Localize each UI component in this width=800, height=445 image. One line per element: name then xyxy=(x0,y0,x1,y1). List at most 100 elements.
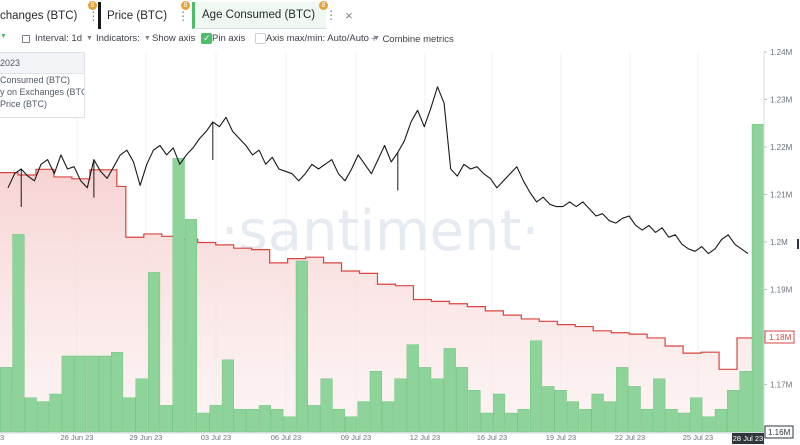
right-axis: 1.24M 1.23M 1.22M 1.21M 1.2M 1.19M 1.18M 1.17M 1… xyxy=(763,48,799,439)
age-consumed-bar xyxy=(480,412,493,433)
age-consumed-bar xyxy=(653,378,666,433)
close-icon[interactable]: × xyxy=(345,7,353,23)
age-consumed-bar xyxy=(665,409,678,433)
age-consumed-bar xyxy=(73,355,87,433)
combine-metrics-label: Combine metrics xyxy=(382,33,454,45)
y-highlight-badge xyxy=(764,330,795,344)
age-consumed-bar xyxy=(382,401,395,433)
axis-maxmin-dropdown[interactable]: Axis max/min: Auto/Auto ▼ xyxy=(266,33,380,44)
age-consumed-bar xyxy=(24,397,37,433)
age-consumed-bar xyxy=(234,409,247,433)
age-consumed-bar xyxy=(98,355,111,433)
combine-metrics-button[interactable]: + Combine metrics xyxy=(371,33,454,45)
age-consumed-bar xyxy=(184,218,198,433)
x-tick-label: 06 Jul 23 xyxy=(271,433,301,442)
age-consumed-bar xyxy=(628,386,641,433)
tooltip-date: 2023 xyxy=(0,53,84,74)
toolbar-leading-control[interactable]: ▼ xyxy=(0,33,7,40)
calendar-icon xyxy=(22,34,30,43)
metric-tabs: changes (BTC) ⋮ × 8 Price (BTC) ⋮ × 8 Ag… xyxy=(0,0,800,32)
tab-supply-label: changes (BTC) xyxy=(0,9,78,22)
age-consumed-bar xyxy=(246,409,259,433)
y-tick-label: 1.2M xyxy=(770,238,788,247)
more-options-icon[interactable]: ⋮ xyxy=(177,8,190,23)
interval-label: Interval: 1d xyxy=(35,33,82,44)
x-tick-label: 03 Jul 23 xyxy=(201,433,231,442)
x-tick-label: 3 xyxy=(0,433,4,442)
age-consumed-bar xyxy=(616,367,629,433)
watermark-layer: ·santiment· xyxy=(221,199,540,264)
age-consumed-bar xyxy=(751,123,764,433)
age-consumed-bar xyxy=(160,405,173,433)
age-consumed-bar xyxy=(197,412,210,433)
indicators-dropdown[interactable]: Indicators: ▼ xyxy=(96,33,151,44)
age-consumed-bar xyxy=(147,272,161,433)
age-consumed-bar xyxy=(603,401,616,433)
age-consumed-bar xyxy=(135,378,148,433)
x-tick-label: 29 Jun 23 xyxy=(130,433,163,442)
age-consumed-bars xyxy=(0,123,764,433)
pin-axis-checkbox[interactable] xyxy=(255,33,267,44)
age-consumed-bar xyxy=(640,409,653,433)
age-consumed-bar xyxy=(209,405,222,433)
x-tick-label: 22 Jul 23 xyxy=(615,433,645,442)
tooltip-legend: 2023 Consumed (BTC) y on Exchanges (BTC)… xyxy=(0,52,85,118)
age-consumed-bar xyxy=(677,412,690,433)
x-tick-label: 12 Jul 23 xyxy=(410,433,440,442)
age-consumed-bar xyxy=(394,378,407,433)
show-axis-checkbox[interactable]: ✓ xyxy=(201,33,213,44)
y-tick-label: 1.19M xyxy=(770,286,793,295)
age-consumed-bar xyxy=(419,367,432,433)
age-consumed-bar xyxy=(357,401,370,433)
more-options-icon[interactable]: ⋮ xyxy=(325,8,338,22)
y-bottom-label: 1.16M xyxy=(768,428,791,437)
y-highlight-label: 1.18M xyxy=(769,333,792,342)
tooltip-item-price: Price (BTC) xyxy=(0,99,47,109)
tab-supply-on-exchanges[interactable]: changes (BTC) ⋮ × 8 xyxy=(0,1,115,29)
age-consumed-bar xyxy=(123,397,136,433)
age-consumed-bar xyxy=(86,355,99,433)
age-consumed-bar xyxy=(283,416,296,433)
pin-axis-toggle[interactable]: Pin axis xyxy=(212,33,267,44)
y-tick-label: 1.24M xyxy=(770,48,793,57)
supply-line xyxy=(0,168,764,370)
age-consumed-bar xyxy=(0,367,13,433)
x-tick-label: 25 Jul 23 xyxy=(683,433,713,442)
age-consumed-bar xyxy=(221,359,235,433)
more-options-icon[interactable]: ⋮ xyxy=(87,8,100,23)
age-consumed-bar xyxy=(12,234,25,433)
age-consumed-bar xyxy=(258,405,272,433)
tab-age-consumed-label: Age Consumed (BTC) xyxy=(202,9,316,21)
tab-price[interactable]: Price (BTC) ⋮ × 8 xyxy=(98,1,205,29)
chart-toolbar: ▼ Interval: 1d ▼ Indicators: ▼ Show axis… xyxy=(0,31,800,47)
x-current-label: 28 Jul 23 xyxy=(733,434,763,443)
age-consumed-bar xyxy=(456,367,469,433)
watermark-text: ·santiment· xyxy=(221,199,540,264)
tab-badge: 8 xyxy=(88,1,97,10)
pin-axis-label: Pin axis xyxy=(212,33,246,44)
interval-dropdown[interactable]: Interval: 1d ▼ xyxy=(22,33,93,44)
chevron-down-icon: ▼ xyxy=(86,35,93,42)
show-axis-toggle[interactable]: Show axis ✓ xyxy=(152,33,213,44)
tab-age-consumed[interactable]: Age Consumed (BTC) ⋮ × 8 xyxy=(192,1,353,29)
age-consumed-bar xyxy=(332,409,345,433)
x-tick-label: 09 Jul 23 xyxy=(341,433,371,442)
axis-maxmin-label: Axis max/min: Auto/Auto xyxy=(266,33,369,44)
age-consumed-bar xyxy=(61,355,74,433)
y-bottom-badge xyxy=(764,425,794,439)
x-tick-label: 26 Jun 23 xyxy=(61,433,94,442)
chevron-down-icon: ▼ xyxy=(372,35,380,42)
y-tick-label: 1.23M xyxy=(770,96,793,105)
age-consumed-bar xyxy=(505,412,518,433)
age-consumed-bar xyxy=(295,260,308,433)
age-consumed-bar xyxy=(554,390,567,433)
age-consumed-bar xyxy=(517,409,530,433)
age-consumed-bar xyxy=(579,409,592,433)
y-tick-label: 1.17M xyxy=(770,381,793,390)
price-line xyxy=(7,86,749,255)
tooltip-item-age-consumed: Consumed (BTC) xyxy=(0,75,71,85)
age-consumed-bar xyxy=(431,378,444,433)
show-axis-label: Show axis xyxy=(152,33,196,44)
tab-badge: 8 xyxy=(181,1,190,10)
tooltip-item-supply: y on Exchanges (BTC) xyxy=(0,87,84,97)
